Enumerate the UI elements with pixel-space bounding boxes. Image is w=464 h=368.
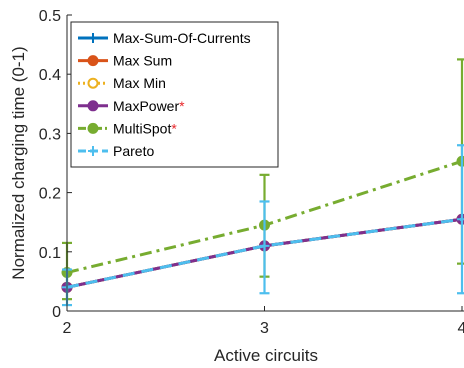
x-tick-label: 4 [458,320,464,337]
y-axis-label: Normalized charging time (0-1) [9,46,28,279]
axes [66,15,464,312]
y-tick-label: 0 [52,304,61,321]
legend-marker [88,33,98,43]
legend-entry: MultiSpot* [78,120,177,136]
data-point [457,214,464,225]
y-tick-label: 0.4 [39,67,61,84]
significance-star: * [179,98,185,114]
legend-label: Max-Sum-Of-Currents [113,30,251,46]
legend-marker [88,146,98,156]
y-tick-label: 0.3 [39,126,61,143]
legend-label: MaxPower* [113,98,185,114]
legend-entry: Max Min [78,75,166,91]
data-point [259,240,270,251]
legend-label: Pareto [113,143,154,159]
legend: Max-Sum-Of-Currents Max Sum Max Min MaxPowe… [70,21,279,168]
x-tick-label: 3 [260,320,269,337]
legend-label: MultiSpot* [113,120,177,136]
x-axis-label: Active circuits [214,346,318,365]
series-pareto [62,144,464,307]
legend-entry: MaxPower* [78,98,185,114]
legend-marker [87,122,99,134]
legend-marker [87,77,99,89]
series-layer [61,58,464,307]
legend-marker [87,55,99,67]
y-tick-label: 0.2 [39,186,61,203]
legend-marker [87,100,99,112]
legend-label: Max Min [113,75,166,91]
legend-box [70,21,279,168]
legend-entry: Max-Sum-Of-Currents [78,30,251,46]
legend-entry: Max Sum [78,53,172,69]
legend-label: Max Sum [113,53,172,69]
significance-star: * [171,120,177,136]
y-tick-label: 0.5 [39,8,61,25]
y-tick-label: 0.1 [39,245,61,262]
ticks: 2 3 4 0 0.1 0.2 0.3 0.4 0.5 [39,8,464,337]
legend-entry: Pareto [78,143,154,159]
legend-entries: Max-Sum-Of-Currents Max Sum Max Min MaxPowe… [78,30,251,159]
x-tick-label: 2 [63,320,72,337]
